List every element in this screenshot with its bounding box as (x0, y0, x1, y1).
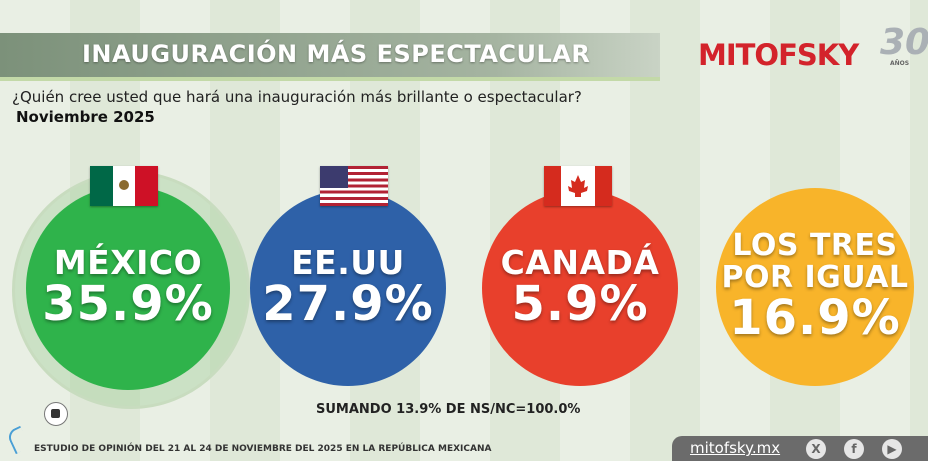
logo-badge-sub: AÑOS (890, 60, 910, 67)
logo-badge: 30 (880, 22, 928, 63)
mexico-flag-icon (90, 166, 158, 206)
footer-study-note: ESTUDIO DE OPINIÓN DEL 21 AL 24 DE NOVIE… (34, 444, 492, 454)
logo-text: MITOFSKY (698, 38, 859, 72)
canada-value: 5.9% (511, 276, 649, 333)
canada-label: CANADÁ (500, 243, 660, 283)
usa-value: 27.9% (262, 276, 434, 333)
youtube-icon[interactable]: ▶ (882, 439, 902, 459)
mexico-circle: MÉXICO 35.9% (26, 186, 230, 390)
canada-circle: CANADÁ 5.9% (482, 190, 678, 386)
canada-flag-icon (544, 166, 612, 206)
footer-bar: mitofsky.mx X f ▶ (672, 436, 928, 461)
page-title: INAUGURACIÓN MÁS ESPECTACULAR (82, 40, 591, 68)
los-tres-value: 16.9% (729, 290, 901, 347)
usa-flag-icon (320, 166, 388, 206)
los-tres-label-line1: LOS TRES (732, 228, 898, 264)
decorative-swirl (5, 425, 31, 455)
usa-label: EE.UU (291, 243, 405, 283)
soccer-ball-icon (44, 402, 68, 426)
summary-text: SUMANDO 13.9% DE NS/NC=100.0% (316, 402, 581, 417)
facebook-icon[interactable]: f (844, 439, 864, 459)
los-tres-label-line2: POR IGUAL (721, 259, 909, 295)
mexico-label: MÉXICO (53, 243, 203, 283)
usa-circle: EE.UU 27.9% (250, 190, 446, 386)
x-icon[interactable]: X (806, 439, 826, 459)
title-band: INAUGURACIÓN MÁS ESPECTACULAR (0, 33, 660, 81)
website-link[interactable]: mitofsky.mx (690, 439, 781, 457)
survey-question: ¿Quién cree usted que hará una inaugurac… (12, 88, 582, 106)
los-tres-circle: LOS TRES POR IGUAL 16.9% (716, 188, 914, 386)
survey-date: Noviembre 2025 (16, 108, 155, 126)
mexico-value: 35.9% (42, 276, 214, 333)
